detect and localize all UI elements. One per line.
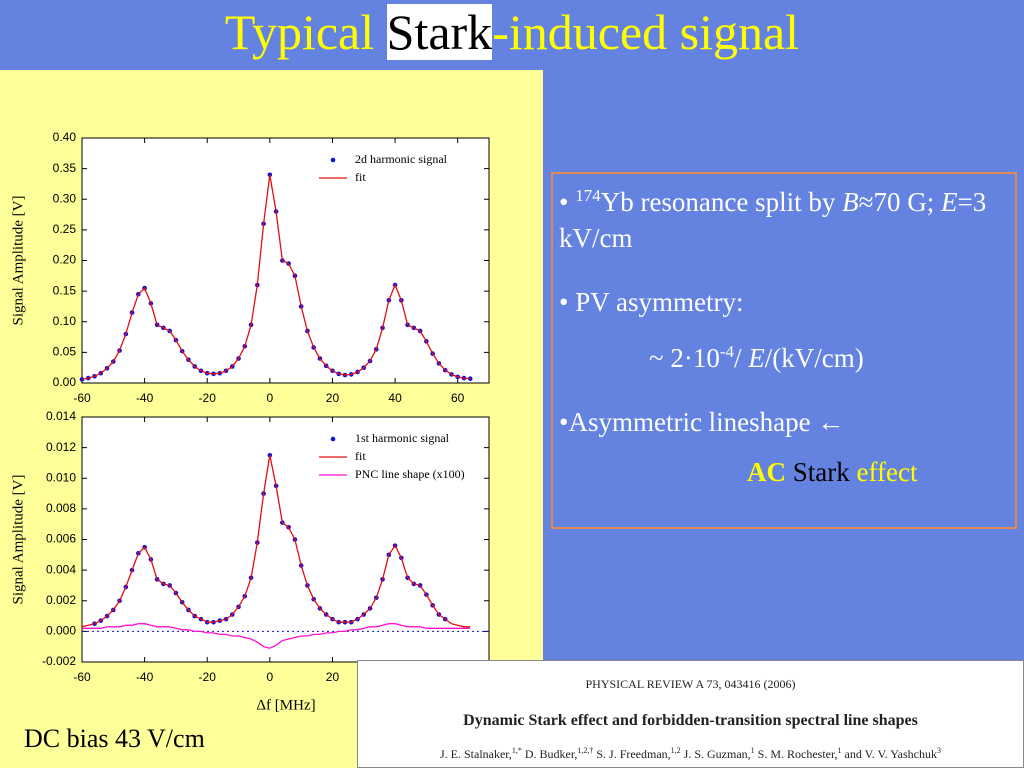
journal: PHYSICAL REVIEW A 73, 043416 (2006) <box>585 677 796 691</box>
y-tick-label: 0.25 <box>53 222 77 236</box>
y-tick-label: 0.15 <box>53 283 77 297</box>
note: DC bias 43 V/cm <box>24 724 205 753</box>
affiliation: 1 <box>750 746 755 755</box>
text: E <box>748 343 765 373</box>
text: / <box>734 343 749 373</box>
y-tick-label: 0.008 <box>46 501 76 515</box>
text: AC <box>747 457 786 487</box>
text: =3 kV/cm <box>559 187 987 253</box>
y-tick-label: 0.00 <box>53 375 77 389</box>
x-tick-label: -40 <box>136 670 154 684</box>
author: J. S. Guzman, <box>680 747 751 761</box>
x-axis-label: Δf [MHz] <box>256 697 315 713</box>
affiliation: 1,2,† <box>577 746 594 755</box>
y-tick-label: 0.35 <box>53 161 77 175</box>
bullet: •Asymmetric lineshape ← <box>559 404 1015 440</box>
author: and V. V. Yashchuk <box>841 747 938 761</box>
y-tick-label: 0.30 <box>53 191 77 205</box>
paper-title: Dynamic Stark effect and forbidden-trans… <box>463 712 918 729</box>
y-tick-label: 0.014 <box>46 409 76 423</box>
data-point <box>79 377 85 382</box>
y-tick-label: 0.40 <box>53 130 77 144</box>
affiliation: 1 <box>837 746 842 755</box>
x-tick-label: 60 <box>451 391 465 405</box>
x-tick-label: 0 <box>267 391 274 405</box>
author: D. Budker, <box>521 747 578 761</box>
text: E <box>940 187 958 217</box>
legend-label: fit <box>355 449 366 463</box>
affiliation: 3 <box>937 746 942 755</box>
author: S. M. Rochester, <box>754 747 838 761</box>
legend-label: 1st harmonic signal <box>355 431 450 445</box>
y-tick-label: 0.006 <box>46 532 76 546</box>
text: Stark <box>786 457 850 487</box>
series-line <box>82 623 471 649</box>
bullet-line: AC Stark effect <box>559 454 1015 490</box>
legend-label: 2d harmonic signal <box>355 152 448 166</box>
y-tick-label: 0.05 <box>53 345 77 359</box>
y-tick-label: 0.004 <box>46 562 76 576</box>
text: Yb resonance split by <box>600 187 843 217</box>
x-tick-label: -60 <box>73 391 91 405</box>
y-axis-label: Signal Amplitude [V] <box>10 475 26 605</box>
x-tick-label: -20 <box>199 670 217 684</box>
y-tick-label: 0.012 <box>46 440 76 454</box>
x-tick-label: -60 <box>73 670 91 684</box>
series-line <box>81 174 471 380</box>
text: ≈70 G; <box>858 187 941 217</box>
plot-frame <box>81 416 490 663</box>
text: • <box>559 187 569 217</box>
affiliation: 1,2 <box>670 746 681 755</box>
text: 174 <box>575 186 601 205</box>
charts: 0.00 0.05 0.10 0.15 0.20 0.25 0.30 0.35 0.40 -60 -… <box>10 130 490 713</box>
text: B <box>842 187 859 217</box>
text: effect <box>849 457 918 487</box>
y-tick-label: -0.002 <box>42 654 76 668</box>
legend-label: fit <box>355 170 366 184</box>
y-tick-label: 0.010 <box>46 470 76 484</box>
x-tick-label: -20 <box>199 391 217 405</box>
title-part: -induced signal <box>492 4 800 60</box>
text: • PV asymmetry: <box>559 287 744 317</box>
authors: J. E. Stalnaker,1,* D. Budker,1,2,† S. J… <box>358 746 1023 762</box>
x-tick-label: -40 <box>136 391 154 405</box>
y-tick-label: 0.10 <box>53 314 77 328</box>
text: ~ 2·10 <box>649 343 720 373</box>
x-tick-label: 40 <box>388 391 402 405</box>
x-tick-label: 20 <box>326 670 340 684</box>
bullet: • PV asymmetry: <box>559 284 1015 320</box>
plot-frame <box>81 137 490 384</box>
legend-symbol <box>330 436 336 442</box>
legend-symbol <box>330 157 336 163</box>
bullet: • 174Yb resonance split by B≈70 G; E=3 k… <box>559 178 1015 256</box>
data-point <box>467 376 473 382</box>
y-tick-label: 0.002 <box>46 593 76 607</box>
x-tick-label: 0 <box>267 670 274 684</box>
slide-title: Typical Stark-induced signal <box>0 0 1024 64</box>
series-line <box>81 455 471 628</box>
title-highlight: Stark <box>386 4 493 60</box>
author: J. E. Stalnaker, <box>439 747 512 761</box>
x-tick-label: 20 <box>326 391 340 405</box>
bullet-box: • 174Yb resonance split by B≈70 G; E=3 k… <box>551 172 1017 529</box>
y-tick-label: 0.000 <box>46 624 76 638</box>
affiliation: 1,* <box>511 746 522 755</box>
paper-snippet: PHYSICAL REVIEW A 73, 043416 (2006) Dyna… <box>357 660 1024 768</box>
text: /(kV/cm) <box>764 343 864 373</box>
title-part: Typical <box>224 4 387 60</box>
text: -4 <box>719 342 735 361</box>
bullet-line: ~ 2·10-4/ E/(kV/cm) <box>559 334 1015 376</box>
author: S. J. Freedman, <box>593 747 671 761</box>
y-axis-label: Signal Amplitude [V] <box>10 196 26 326</box>
y-tick-label: 0.20 <box>53 253 77 267</box>
text: •Asymmetric lineshape ← <box>559 407 845 437</box>
legend-label: PNC line shape (x100) <box>355 467 465 481</box>
